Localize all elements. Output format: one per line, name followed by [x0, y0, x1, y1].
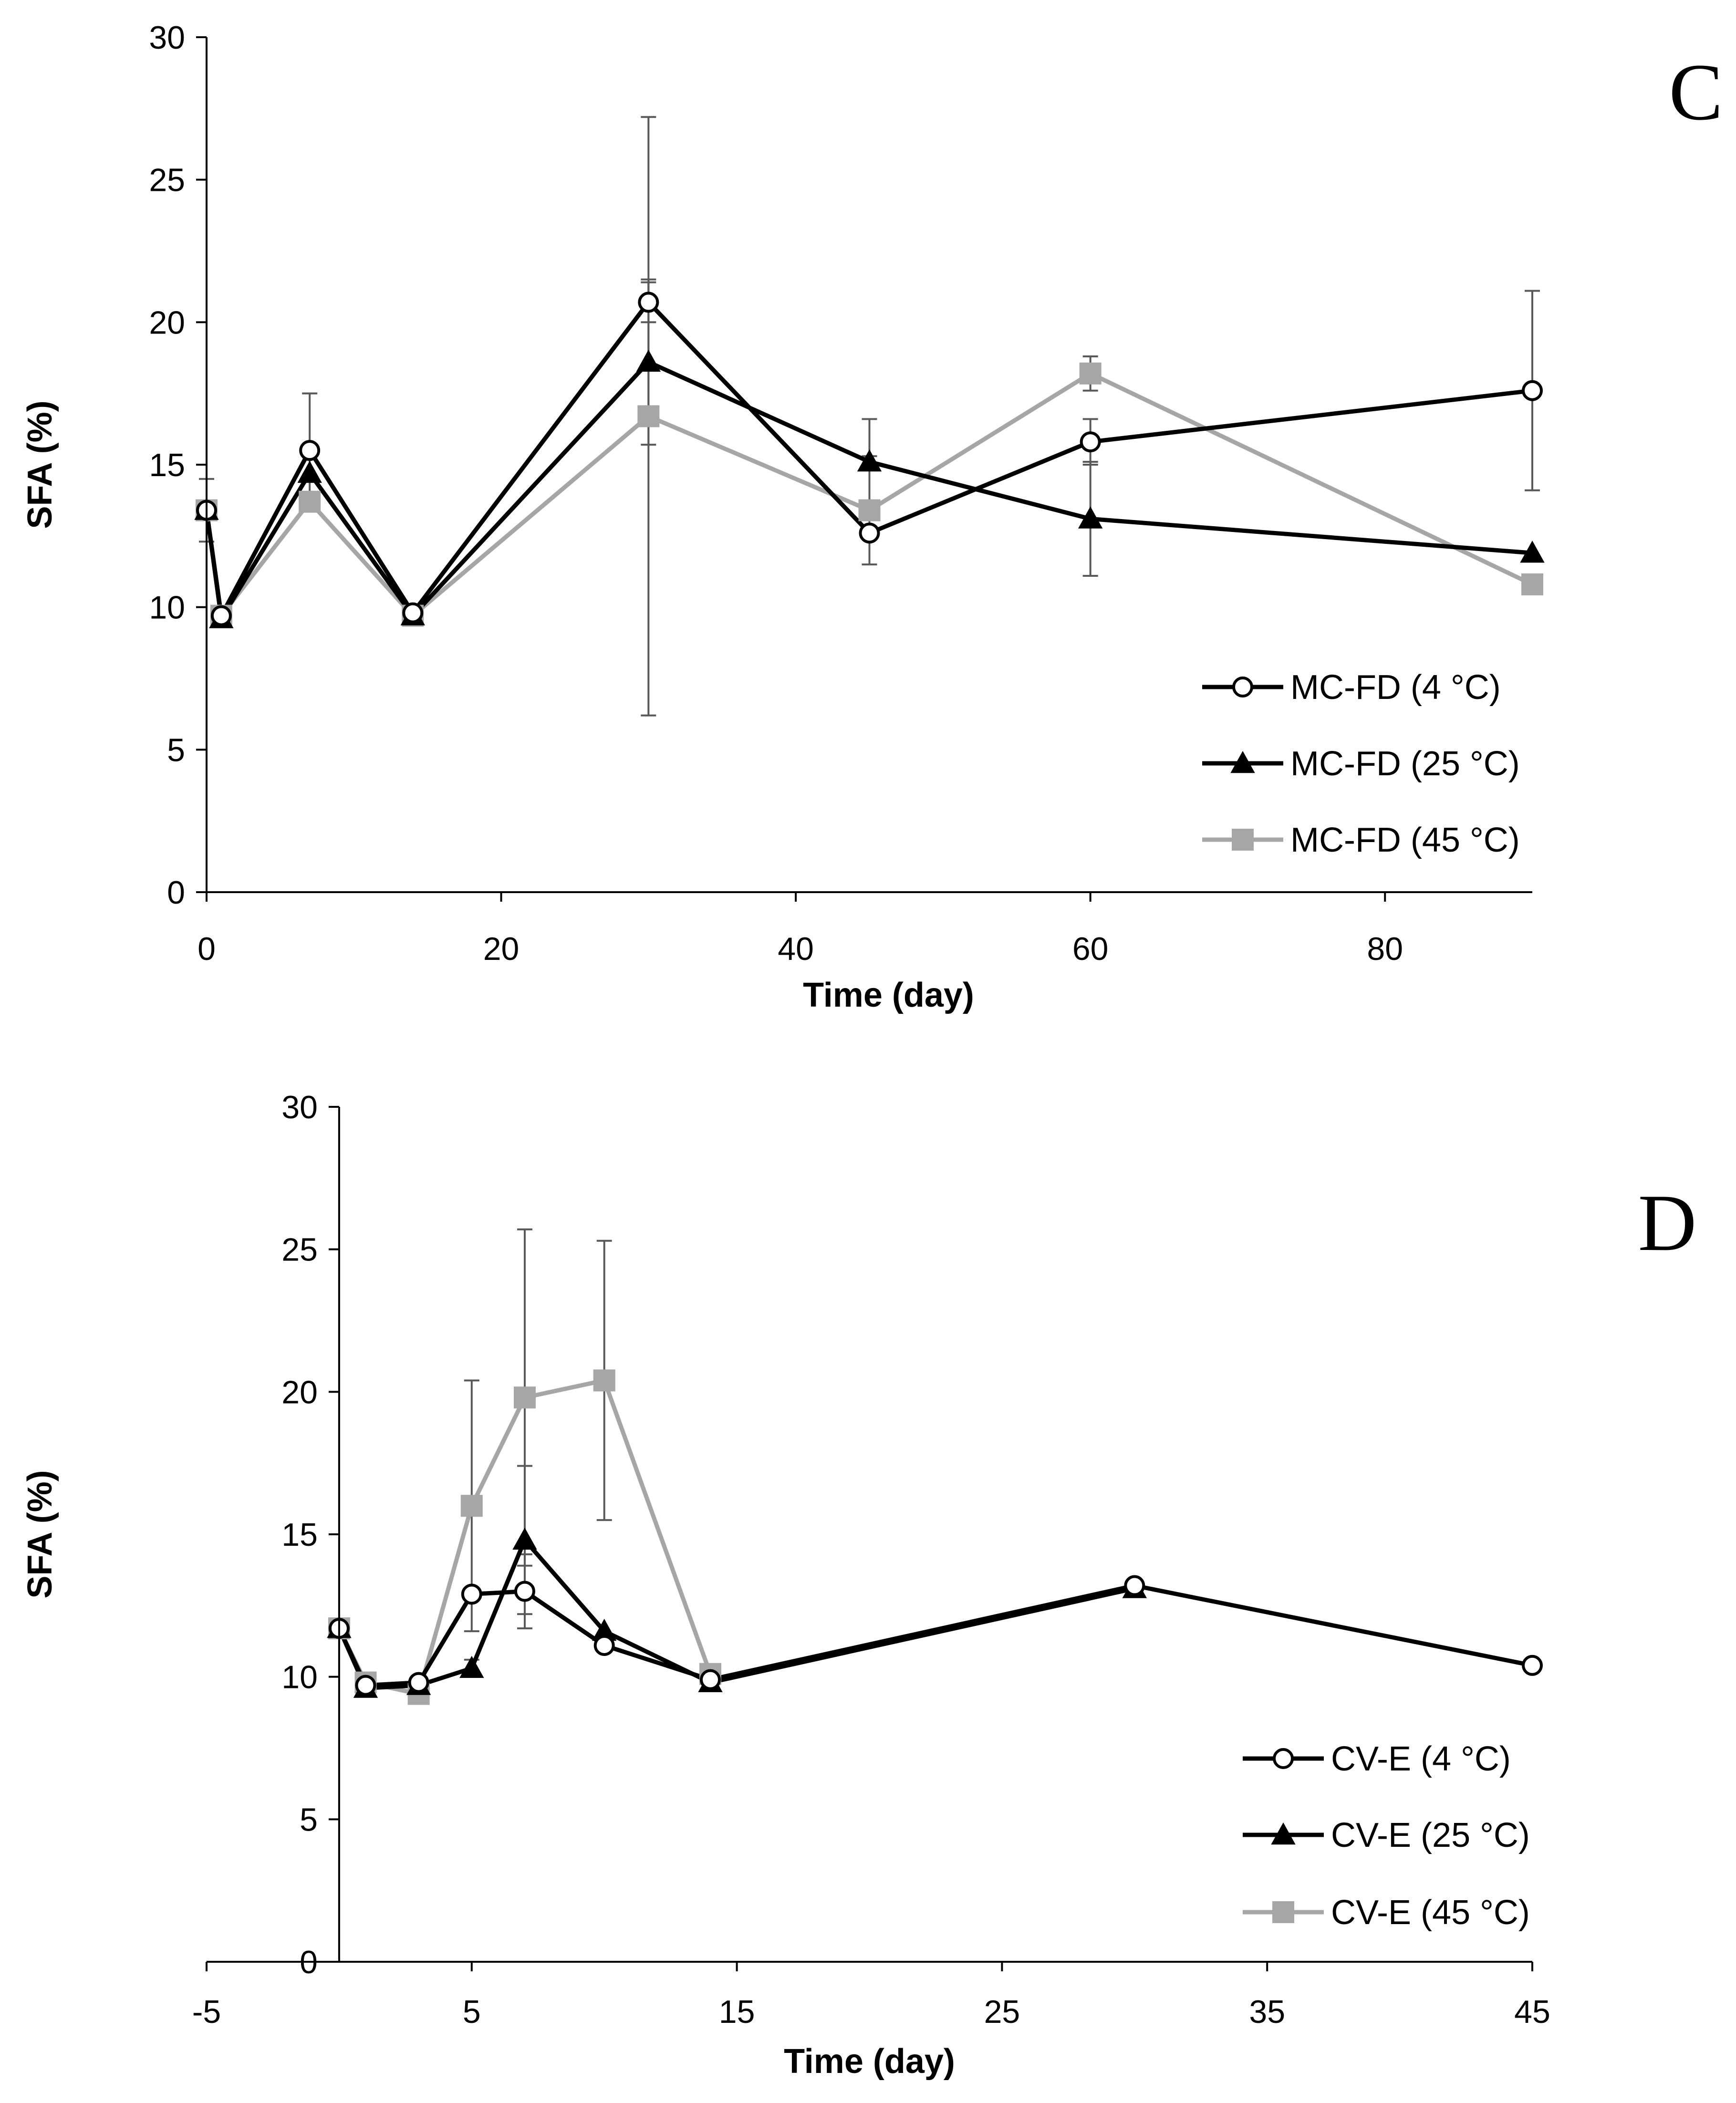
series-line: [204, 360, 1533, 621]
legend-marker: [1232, 677, 1253, 698]
legend-swatch: [1243, 1748, 1324, 1769]
legend-swatch: [1202, 829, 1283, 851]
y-tick-label: 5: [167, 732, 185, 768]
legend-item-4c: MC-FD (4 °C): [1202, 668, 1501, 707]
y-tick-label: 25: [281, 1232, 318, 1268]
x-axis-title: Time (day): [784, 2042, 955, 2081]
y-tick-label: 15: [281, 1517, 318, 1553]
x-tick-label: -5: [192, 1994, 221, 2030]
x-tick-label: 60: [1072, 931, 1109, 967]
data-point: [700, 1669, 721, 1690]
data-point: [859, 522, 880, 544]
y-ticks: 0 5 10 15 20 25 30: [281, 1089, 339, 1980]
data-point: [514, 1581, 535, 1602]
x-ticks: -5 5 15 25 35 45: [192, 1962, 1550, 2030]
x-tick-label: 5: [463, 1994, 481, 2030]
y-axis-title: SFA (%): [21, 1470, 59, 1598]
y-tick-label: 0: [300, 1944, 318, 1980]
data-point: [1078, 506, 1103, 529]
y-tick-label: 20: [149, 304, 185, 341]
y-ticks: 0 5 10 15 20 25 30: [149, 20, 207, 911]
data-point: [355, 1675, 376, 1696]
x-ticks: 0 20 40 60 80: [198, 892, 1403, 967]
x-tick-label: 35: [1249, 1994, 1285, 2030]
data-point: [1080, 431, 1101, 453]
data-point: [402, 602, 424, 624]
x-tick-label: 45: [1514, 1994, 1550, 2030]
data-point: [1521, 573, 1543, 595]
legend-marker: [1232, 829, 1254, 851]
data-point: [638, 292, 659, 313]
data-point: [1124, 1575, 1145, 1596]
legend: CV-E (4 °C) CV-E (25 °C) CV-E (45 °C): [1243, 1740, 1530, 1932]
legend-marker: [1273, 1748, 1294, 1769]
legend-label: MC-FD (4 °C): [1290, 668, 1501, 707]
y-tick-label: 25: [149, 162, 185, 198]
legend-label: CV-E (25 °C): [1331, 1816, 1530, 1854]
data-point: [636, 349, 661, 372]
data-point: [459, 1655, 484, 1678]
y-tick-label: 10: [149, 590, 185, 626]
data-point: [593, 1369, 615, 1392]
y-tick-label: 30: [281, 1089, 318, 1125]
data-point: [513, 1386, 536, 1409]
legend-marker: [1271, 1822, 1296, 1845]
legend-item-45c: MC-FD (45 °C): [1202, 821, 1520, 859]
y-tick-label: 15: [149, 447, 185, 483]
data-point: [1522, 1655, 1543, 1676]
legend-item-25c: MC-FD (25 °C): [1202, 745, 1520, 783]
data-point: [1079, 362, 1102, 385]
legend-marker: [1272, 1901, 1294, 1923]
legend-item-25c: CV-E (25 °C): [1243, 1816, 1530, 1854]
legend-swatch: [1202, 677, 1283, 698]
data-point: [857, 449, 882, 472]
data-point: [593, 1635, 615, 1656]
series-lines: [204, 300, 1533, 621]
data-point: [637, 405, 660, 427]
data-point: [460, 1495, 483, 1517]
data-point: [1520, 541, 1545, 563]
legend-item-45c: CV-E (45 °C): [1243, 1894, 1530, 1932]
legend-swatch: [1243, 1901, 1324, 1923]
x-tick-label: 80: [1367, 931, 1403, 967]
legend-label: MC-FD (25 °C): [1290, 745, 1520, 783]
y-tick-label: 5: [300, 1801, 318, 1838]
x-tick-label: 25: [984, 1994, 1020, 2030]
data-point: [299, 490, 321, 513]
data-point: [408, 1672, 429, 1693]
panel-label: C: [1669, 47, 1723, 137]
data-point: [210, 605, 232, 626]
x-tick-label: 0: [198, 931, 216, 967]
y-tick-label: 10: [281, 1659, 318, 1696]
panel-label: D: [1638, 1178, 1697, 1268]
chart-panel-d: 0 5 10 15 20 25 30 -5 5 15 25 35 45 Time (day) SFA …: [21, 1089, 1696, 2081]
legend-label: CV-E (4 °C): [1331, 1740, 1511, 1778]
data-point: [512, 1527, 537, 1550]
data-point: [297, 460, 322, 483]
data-point: [858, 499, 881, 521]
legend-label: MC-FD (45 °C): [1290, 821, 1520, 859]
data-point: [461, 1583, 482, 1605]
series-line: [204, 300, 1533, 618]
x-tick-label: 15: [719, 1994, 755, 2030]
data-point: [1522, 380, 1543, 401]
legend-label: CV-E (45 °C): [1331, 1894, 1530, 1932]
x-tick-label: 20: [483, 931, 520, 967]
data-point: [299, 440, 321, 461]
x-axis-title: Time (day): [803, 976, 974, 1014]
legend-swatch: [1202, 750, 1283, 773]
legend-item-4c: CV-E (4 °C): [1243, 1740, 1511, 1778]
y-tick-label: 20: [281, 1374, 318, 1410]
x-tick-label: 40: [778, 931, 814, 967]
y-axis-title: SFA (%): [21, 400, 59, 529]
legend-swatch: [1243, 1822, 1324, 1845]
chart-panel-c: 0 5 10 15 20 25 30 0 20 40 60 80 Time (day) SFA (%…: [21, 20, 1723, 1014]
legend-marker: [1230, 750, 1255, 773]
y-tick-label: 0: [167, 875, 185, 911]
legend: MC-FD (4 °C) MC-FD (25 °C) MC-FD (45 °C): [1202, 668, 1520, 859]
y-tick-label: 30: [149, 20, 185, 56]
